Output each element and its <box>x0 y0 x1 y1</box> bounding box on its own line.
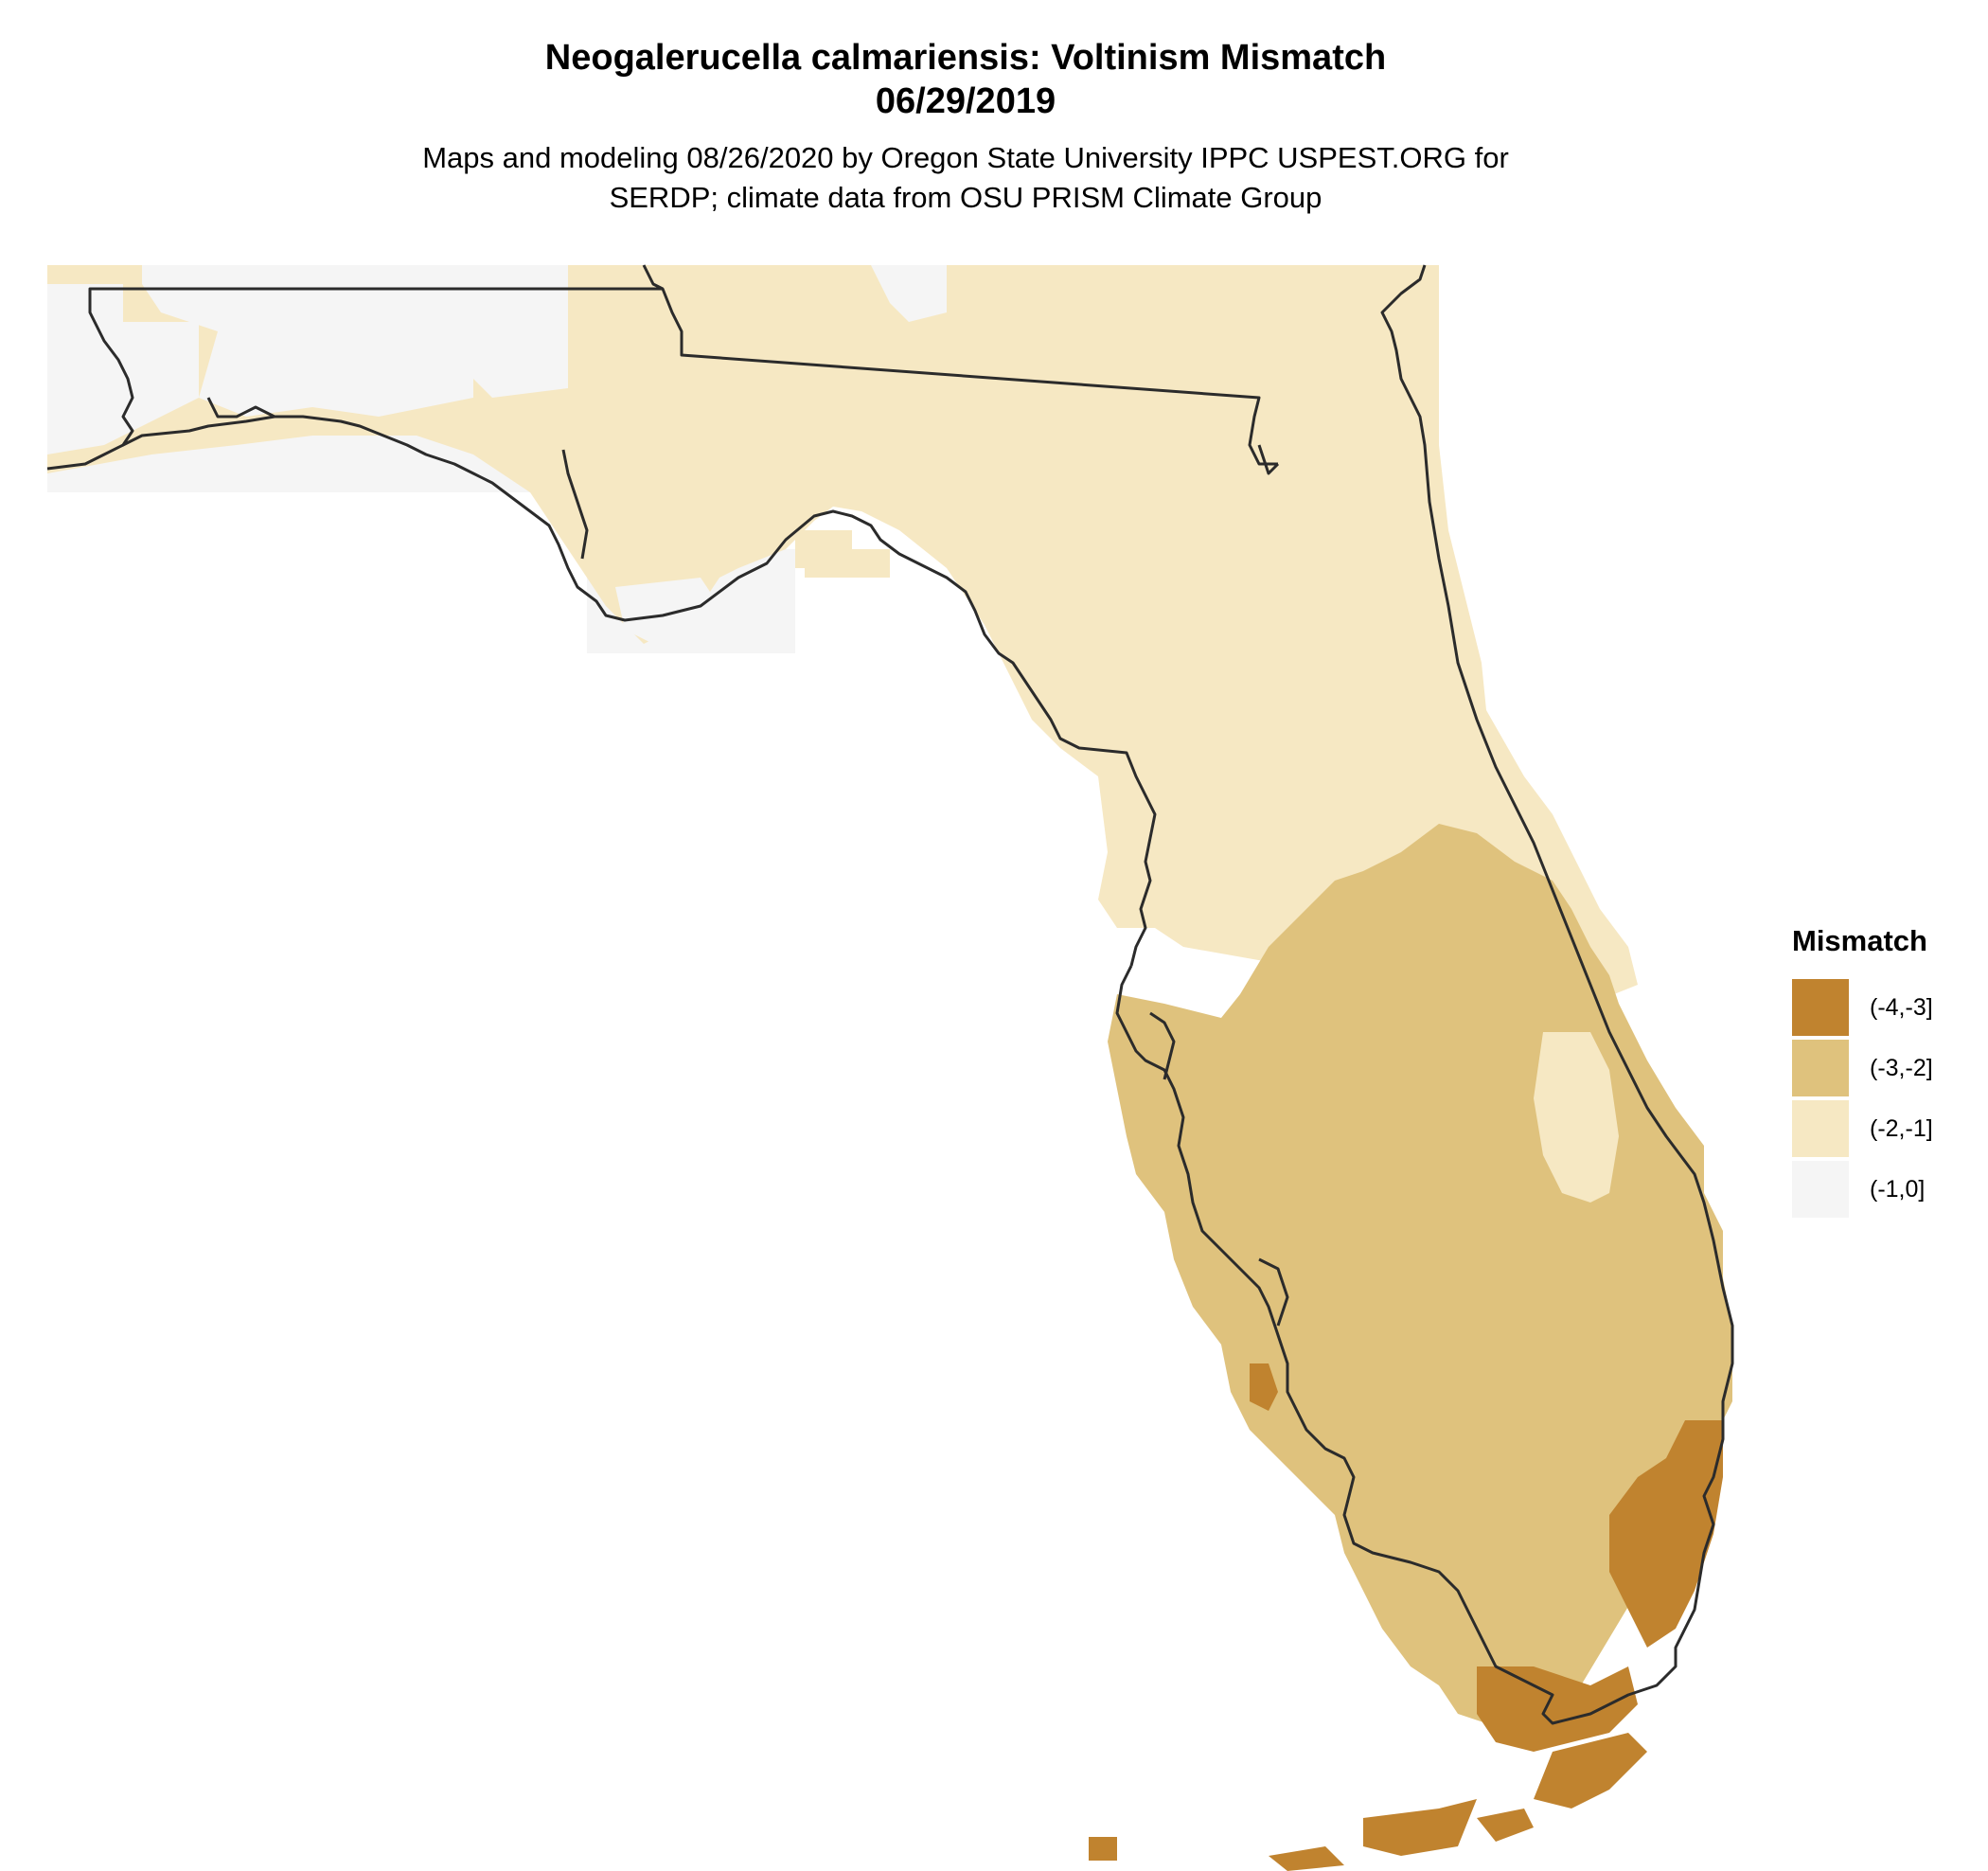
map-date: 06/29/2019 <box>875 81 1056 121</box>
zone-2-1 <box>47 265 1638 994</box>
legend-swatch <box>1792 1100 1849 1157</box>
map-subtitle-line1: Maps and modeling 08/26/2020 by Oregon S… <box>422 141 1509 174</box>
map-subtitle-line2: SERDP; climate data from OSU PRISM Clima… <box>609 181 1322 214</box>
legend-label: (-4,-3] <box>1870 993 1933 1021</box>
zone-4-3 <box>1089 1363 1723 1871</box>
zone-1-0-overlay <box>47 265 947 644</box>
legend-label: (-2,-1] <box>1870 1114 1933 1142</box>
legend-item: (-2,-1] <box>1792 1098 1933 1159</box>
legend-swatch <box>1792 979 1849 1036</box>
title-block: Neogalerucella calmariensis: Voltinism M… <box>0 36 1931 218</box>
legend-label: (-3,-2] <box>1870 1054 1933 1081</box>
legend-item: (-3,-2] <box>1792 1038 1933 1098</box>
legend-swatch <box>1792 1040 1849 1096</box>
legend: Mismatch (-4,-3] (-3,-2] (-2,-1] (-1,0] <box>1792 924 1933 1220</box>
legend-label: (-1,0] <box>1870 1175 1926 1203</box>
legend-item: (-4,-3] <box>1792 977 1933 1038</box>
legend-swatch <box>1792 1161 1849 1218</box>
legend-item: (-1,0] <box>1792 1159 1933 1220</box>
legend-title: Mismatch <box>1792 924 1927 957</box>
state-outline <box>46 264 1734 1725</box>
florida-mismatch-map <box>46 264 1734 1871</box>
map-title: Neogalerucella calmariensis: Voltinism M… <box>544 38 1387 78</box>
zone-2-1-pocket <box>1534 1032 1619 1203</box>
